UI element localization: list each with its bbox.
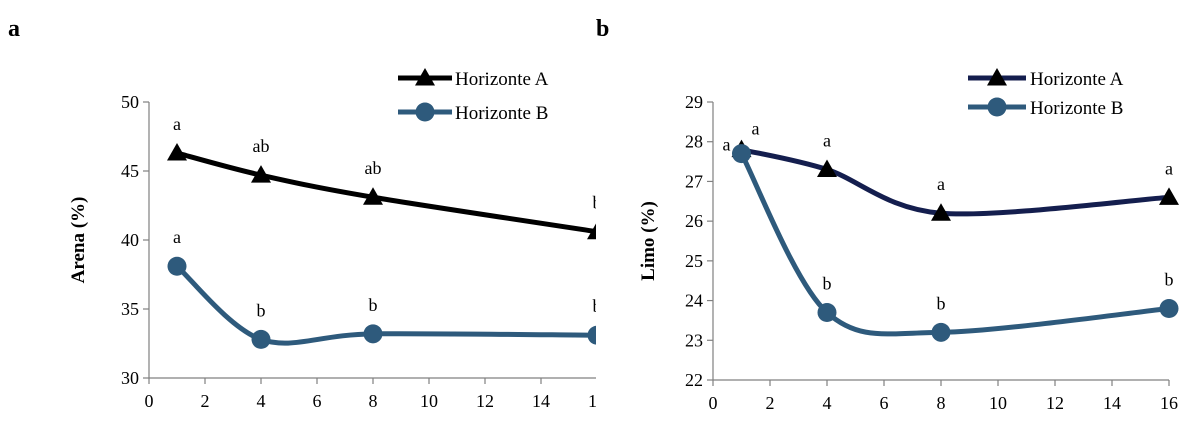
data-point-circle — [931, 322, 951, 342]
y-tick-label: 50 — [121, 92, 139, 112]
legend-label: Horizonte A — [1030, 69, 1124, 90]
x-tick-label: 0 — [145, 391, 154, 411]
data-point-circle — [363, 324, 383, 344]
x-tick-label: 16 — [1160, 393, 1178, 413]
y-tick-label: 22 — [685, 370, 703, 390]
legend-label: Horizonte B — [1030, 98, 1123, 119]
significance-letter: b — [823, 273, 832, 293]
legend-marker-triangle — [415, 68, 435, 86]
data-point-triangle — [1159, 187, 1179, 205]
significance-letter: ab — [365, 158, 382, 178]
x-tick-label: 2 — [766, 393, 775, 413]
series-line-horizonte-a — [739, 147, 1172, 217]
x-tick-label: 12 — [476, 391, 494, 411]
significance-letter: a — [723, 135, 731, 155]
y-tick-label: 27 — [685, 171, 703, 191]
data-point-circle — [587, 325, 607, 345]
panel-letter-b: b — [596, 16, 609, 42]
data-point-circle — [251, 329, 271, 349]
legend-marker-triangle — [987, 68, 1007, 86]
legend-marker-circle — [415, 102, 435, 122]
series-line-horizonte-a — [174, 150, 600, 235]
data-point-circle — [1159, 299, 1179, 319]
data-point-circle — [732, 144, 751, 164]
x-tick-label: 14 — [532, 391, 550, 411]
x-tick-label: 0 — [709, 393, 718, 413]
panel-letter-a: a — [8, 16, 20, 42]
y-tick-label: 45 — [121, 161, 139, 181]
x-tick-label: 8 — [937, 393, 946, 413]
x-tick-label: 2 — [201, 391, 210, 411]
data-point-circle — [167, 256, 187, 276]
x-tick-label: 8 — [369, 391, 378, 411]
y-tick-label: 26 — [685, 211, 703, 231]
y-tick-label: 24 — [685, 291, 703, 311]
y-tick-label: 30 — [121, 368, 139, 388]
y-axis-label: Limo (%) — [638, 201, 659, 281]
x-tick-label: 6 — [313, 391, 322, 411]
series-line-horizonte-b — [739, 151, 1172, 337]
series-line-horizonte-b — [174, 263, 600, 346]
y-axis-label: Arena (%) — [68, 197, 89, 284]
x-tick-label: 16 — [588, 391, 596, 411]
significance-letter: a — [823, 131, 831, 151]
x-tick-label: 12 — [1046, 393, 1064, 413]
significance-letter: a — [173, 227, 181, 247]
data-point-triangle — [817, 159, 837, 178]
y-tick-label: 35 — [121, 299, 139, 319]
data-point-triangle — [251, 165, 271, 183]
chart-panel-b: b 0 2 4 6 8 10 12 14 16 22 23 24 25 26 27 28 29 Limo (%) a a… — [596, 0, 1192, 417]
x-tick-label: 10 — [420, 391, 438, 411]
x-tick-label: 6 — [880, 393, 889, 413]
y-tick-label: 29 — [685, 92, 703, 112]
significance-letter: a — [173, 114, 181, 134]
y-tick-label: 25 — [685, 251, 703, 271]
legend-marker-circle — [987, 97, 1007, 117]
x-tick-label: 4 — [823, 393, 832, 413]
legend-label: Horizonte A — [455, 69, 549, 90]
significance-letter: b — [1165, 270, 1174, 290]
x-tick-label: 4 — [257, 391, 266, 411]
legend-label: Horizonte B — [455, 103, 548, 124]
data-point-triangle — [931, 203, 951, 221]
significance-letter: b — [937, 293, 946, 313]
data-point-triangle — [167, 143, 187, 161]
data-point-circle — [817, 302, 837, 322]
y-tick-label: 23 — [685, 330, 703, 350]
y-tick-label: 40 — [121, 230, 139, 250]
significance-letter: a — [1165, 158, 1173, 178]
y-tick-label: 28 — [685, 132, 703, 152]
x-tick-label: 14 — [1103, 393, 1121, 413]
significance-letter: a — [937, 174, 945, 194]
significance-letter: a — [752, 119, 760, 139]
chart-panel-a: a02468101214163035404550Arena (%)aababba… — [0, 0, 607, 417]
data-point-triangle — [363, 187, 383, 205]
significance-letter: b — [369, 295, 378, 315]
significance-letter: ab — [253, 136, 270, 156]
chart-a-svg: a02468101214163035404550Arena (%)aababba… — [8, 16, 607, 411]
significance-letter: b — [257, 300, 266, 320]
x-tick-label: 10 — [989, 393, 1007, 413]
